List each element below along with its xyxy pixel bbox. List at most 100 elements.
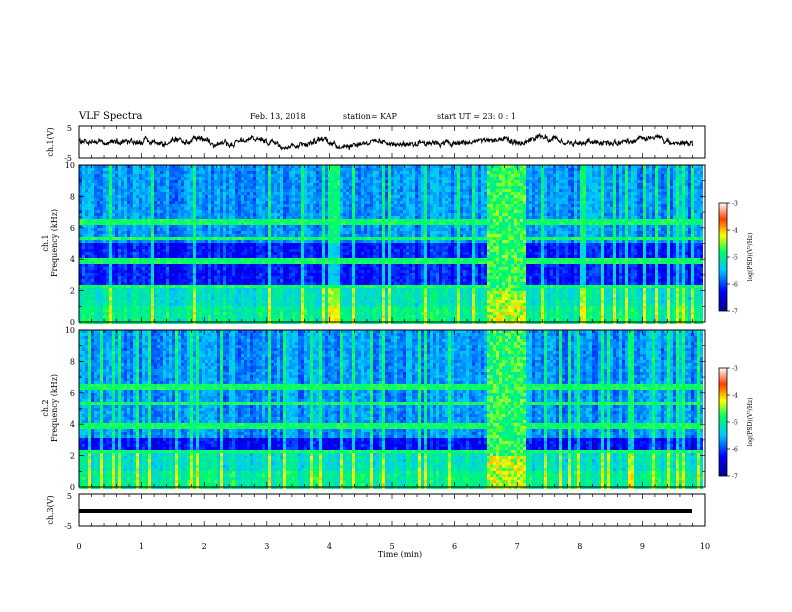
spectrogram-cell bbox=[208, 177, 211, 180]
spectrogram-cell bbox=[259, 207, 262, 210]
spectrogram-cell bbox=[328, 210, 331, 213]
spectrogram-cell bbox=[280, 234, 283, 237]
spectrogram-cell bbox=[337, 174, 340, 177]
spectrogram-cell bbox=[199, 171, 202, 174]
spectrogram-cell bbox=[382, 195, 385, 198]
spectrogram-cell bbox=[283, 234, 286, 237]
spectrogram-cell bbox=[670, 177, 673, 180]
spectrogram-cell bbox=[154, 174, 157, 177]
spectrogram-cell bbox=[577, 213, 580, 216]
spectrogram-cell bbox=[253, 168, 256, 171]
spectrogram-cell bbox=[523, 228, 526, 231]
spectrogram-cell bbox=[577, 180, 580, 183]
spectrogram-cell bbox=[301, 222, 304, 225]
spectrogram-cell bbox=[697, 222, 700, 225]
spectrogram-cell bbox=[283, 198, 286, 201]
spectrogram-cell bbox=[346, 201, 349, 204]
spectrogram-cell bbox=[385, 165, 388, 168]
spectrogram-cell bbox=[241, 219, 244, 222]
spectrogram-cell bbox=[328, 201, 331, 204]
spectrogram-cell bbox=[652, 228, 655, 231]
spectrogram-cell bbox=[265, 213, 268, 216]
spectrogram-cell bbox=[79, 171, 82, 174]
spectrogram-cell bbox=[115, 171, 118, 174]
spectrogram-cell bbox=[478, 225, 481, 228]
spectrogram-cell bbox=[478, 195, 481, 198]
spectrogram-cell bbox=[364, 222, 367, 225]
spectrogram-cell bbox=[175, 174, 178, 177]
spectrogram-cell bbox=[112, 174, 115, 177]
spectrogram-cell bbox=[316, 228, 319, 231]
spectrogram-cell bbox=[634, 198, 637, 201]
spectrogram-cell bbox=[562, 201, 565, 204]
spectrogram-cell bbox=[481, 177, 484, 180]
spectrogram-cell bbox=[265, 234, 268, 237]
spectrogram-cell bbox=[388, 207, 391, 210]
spectrogram-cell bbox=[649, 228, 652, 231]
spectrogram-cell bbox=[436, 207, 439, 210]
spectrogram-cell bbox=[328, 174, 331, 177]
spectrogram-cell bbox=[421, 192, 424, 195]
spectrogram-cell bbox=[304, 222, 307, 225]
spectrogram-cell bbox=[121, 204, 124, 207]
spectrogram-cell bbox=[595, 171, 598, 174]
spectrogram-cell bbox=[172, 201, 175, 204]
spectrogram-cell bbox=[148, 198, 151, 201]
spectrogram-cell bbox=[202, 219, 205, 222]
spectrogram-cell bbox=[502, 219, 505, 222]
spectrogram-cell bbox=[136, 192, 139, 195]
spectrogram-cell bbox=[262, 231, 265, 234]
spectrogram-cell bbox=[247, 171, 250, 174]
spectrogram-cell bbox=[604, 219, 607, 222]
spectrogram-cell bbox=[694, 171, 697, 174]
spectrogram-cell bbox=[376, 195, 379, 198]
spectrogram-cell bbox=[103, 195, 106, 198]
spectrogram-cell bbox=[643, 189, 646, 192]
spectrogram-cell bbox=[325, 165, 328, 168]
spectrogram-cell bbox=[694, 165, 697, 168]
spectrogram-cell bbox=[463, 204, 466, 207]
spectrogram-cell bbox=[607, 234, 610, 237]
spectrogram-cell bbox=[532, 210, 535, 213]
spectrogram-cell bbox=[100, 207, 103, 210]
spectrogram-cell bbox=[100, 198, 103, 201]
spectrogram-cell bbox=[625, 171, 628, 174]
spectrogram-cell bbox=[466, 168, 469, 171]
spectrogram-cell bbox=[268, 168, 271, 171]
spectrogram-cell bbox=[256, 171, 259, 174]
spectrogram-cell bbox=[532, 213, 535, 216]
spectrogram-cell bbox=[163, 219, 166, 222]
spectrogram-cell bbox=[391, 228, 394, 231]
spectrogram-cell bbox=[523, 180, 526, 183]
spectrogram-cell bbox=[610, 204, 613, 207]
spectrogram-cell bbox=[421, 222, 424, 225]
spectrogram-cell bbox=[451, 174, 454, 177]
spectrogram-cell bbox=[322, 210, 325, 213]
spectrogram-cell bbox=[433, 192, 436, 195]
spectrogram-cell bbox=[652, 207, 655, 210]
spectrogram-cell bbox=[394, 180, 397, 183]
spectrogram-cell bbox=[688, 204, 691, 207]
spectrogram-cell bbox=[454, 222, 457, 225]
spectrogram-cell bbox=[211, 198, 214, 201]
spectrogram-cell bbox=[286, 171, 289, 174]
spectrogram-cell bbox=[175, 192, 178, 195]
spectrogram-cell bbox=[217, 231, 220, 234]
spectrogram-cell bbox=[541, 216, 544, 219]
spectrogram-cell bbox=[622, 213, 625, 216]
spectrogram-cell bbox=[331, 207, 334, 210]
spectrogram-cell bbox=[127, 189, 130, 192]
spectrogram-cell bbox=[457, 198, 460, 201]
spectrogram-cell bbox=[577, 189, 580, 192]
spectrogram-cell bbox=[322, 201, 325, 204]
spectrogram-cell bbox=[256, 225, 259, 228]
spectrogram-cell bbox=[514, 183, 517, 186]
spectrogram-cell bbox=[553, 228, 556, 231]
spectrogram-cell bbox=[328, 213, 331, 216]
spectrogram-cell bbox=[598, 195, 601, 198]
spectrogram-cell bbox=[580, 171, 583, 174]
spectrogram-cell bbox=[304, 225, 307, 228]
spectrogram-cell bbox=[82, 192, 85, 195]
spectrogram-cell bbox=[625, 222, 628, 225]
spectrogram-cell bbox=[460, 198, 463, 201]
